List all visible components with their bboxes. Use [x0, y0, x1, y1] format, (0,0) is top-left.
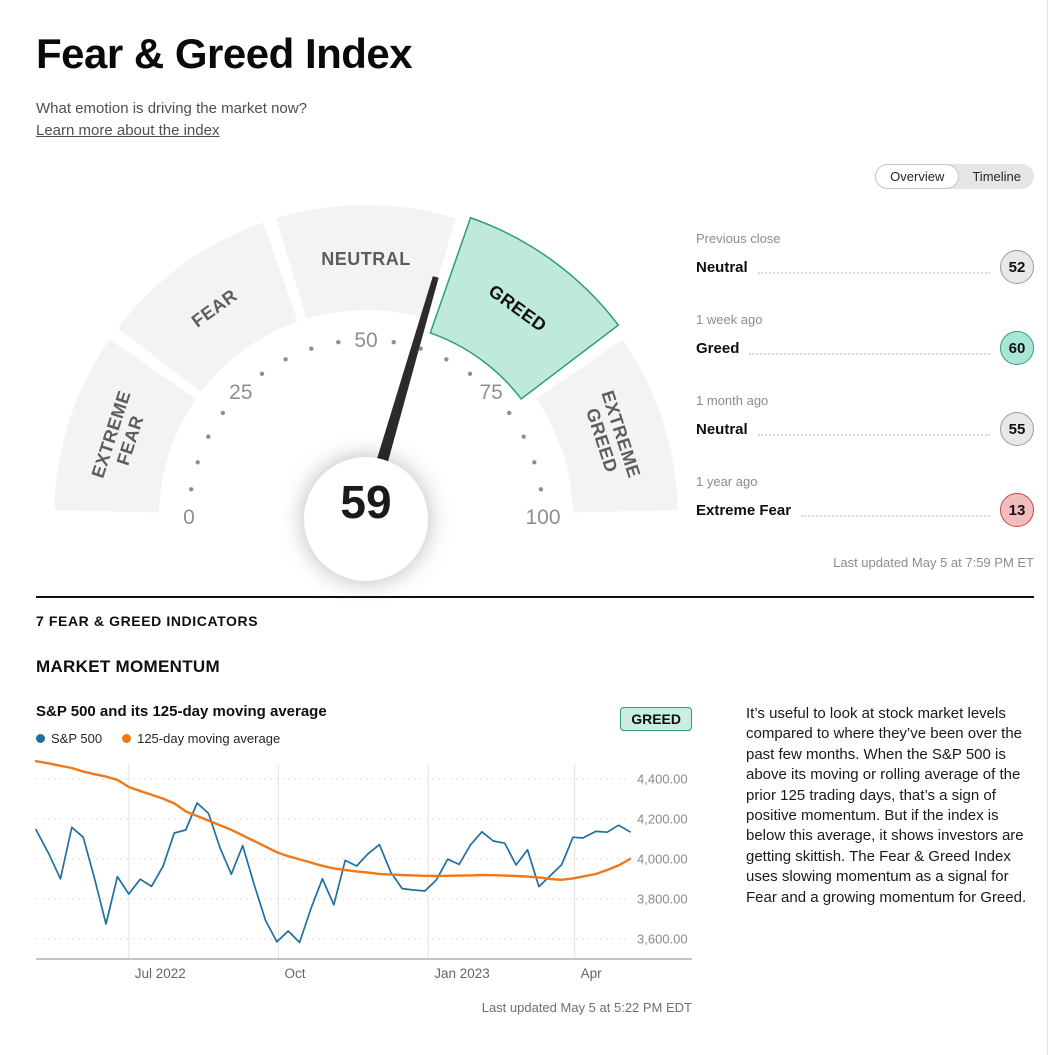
- gauge-scale-number-25: 25: [229, 381, 252, 404]
- sp500-legend-dot-icon: [36, 734, 45, 743]
- gauge-tick-dot: [538, 487, 544, 492]
- legend-label-sp500: S&P 500: [51, 731, 103, 746]
- history-sentiment-label: Greed: [696, 339, 740, 357]
- page-title: Fear & Greed Index: [36, 30, 413, 77]
- gauge-tick-dot: [259, 371, 265, 377]
- gauge-segment-extreme-greed: [536, 339, 678, 513]
- history-row-previous-close: Previous close Neutral 52: [696, 231, 1034, 284]
- history-period: 1 month ago: [696, 393, 769, 408]
- gauge-segment-neutral: [276, 205, 456, 319]
- x-axis-label: Apr: [581, 966, 603, 981]
- momentum-description: It’s useful to look at stock market leve…: [746, 705, 1027, 906]
- history-line: Neutral 55: [696, 412, 1034, 446]
- dotted-leader: [757, 261, 990, 274]
- history-row-1-year-ago: 1 year ago Extreme Fear 13: [696, 474, 1034, 527]
- gauge-tick-dot: [336, 339, 341, 345]
- fear-greed-gauge: EXTREMEFEARFEARNEUTRALGREEDEXTREMEGREED0…: [54, 205, 678, 581]
- history-period: Previous close: [696, 231, 781, 246]
- legend-label-moving-average: 125-day moving average: [137, 731, 281, 746]
- gauge-scale-number-0: 0: [183, 506, 195, 529]
- gauge-tick-dot: [188, 487, 194, 492]
- history-period: 1 year ago: [696, 474, 758, 489]
- gauge-tick-dot: [283, 357, 288, 362]
- learn-more-link[interactable]: Learn more about the index: [36, 122, 220, 139]
- y-axis-label: 3,600.00: [637, 932, 688, 947]
- gauge-wrap: EXTREMEFEAR FEAR NEUTRAL GREED EXTREMEGREED 0…: [36, 205, 696, 581]
- momentum-chart-column: S&P 500 and its 125-day moving average S…: [34, 703, 692, 1015]
- gauge-tick-dot: [220, 410, 226, 416]
- sp500-line: [35, 802, 631, 944]
- history-row-1-month-ago: 1 month ago Neutral 55: [696, 393, 1034, 446]
- x-axis-label: Jan 2023: [434, 966, 490, 981]
- page-subtitle: What emotion is driving the market now?: [36, 100, 307, 117]
- history-rail: Previous close Neutral 52 1 week ago Greed 60…: [696, 205, 1034, 570]
- momentum-status-badge: GREED: [620, 707, 692, 731]
- y-axis-label: 4,200.00: [637, 812, 688, 827]
- x-axis-label: Oct: [284, 966, 305, 981]
- momentum-chart-title: S&P 500 and its 125-day moving average: [36, 703, 327, 720]
- gauge-last-updated: Last updated May 5 at 7:59 PM ET: [833, 555, 1034, 570]
- gauge-section: EXTREMEFEAR FEAR NEUTRAL GREED EXTREMEGREED 0…: [36, 205, 1034, 581]
- gauge-scale-number-75: 75: [479, 381, 502, 404]
- gauge-tick-dot: [467, 371, 473, 377]
- gauge-tick-dot: [444, 357, 449, 362]
- gauge-segment-label-neutral: NEUTRAL: [321, 249, 411, 269]
- dotted-leader: [749, 342, 990, 355]
- dotted-leader: [757, 423, 990, 436]
- x-axis-label: Jul 2022: [135, 966, 186, 981]
- y-axis-label: 4,000.00: [637, 852, 688, 867]
- gauge-segment-greed: [429, 216, 620, 400]
- gauge-value-number: 59: [340, 476, 391, 528]
- gauge-segment-extreme-fear: [54, 339, 196, 513]
- gauge-tick-dot: [532, 460, 537, 465]
- section-divider: [36, 596, 1034, 598]
- sp500-line-chart[interactable]: Jul 2022 Oct Jan 2023 Apr 4,400.00 4,200.00 4,…: [34, 758, 692, 990]
- legend-item-moving-average: 125-day moving average: [122, 731, 280, 746]
- overview-timeline-toggle: Overview Timeline: [875, 164, 1034, 189]
- moving-average-line: [34, 760, 632, 882]
- gauge-tick-dot: [195, 460, 200, 465]
- history-period: 1 week ago: [696, 312, 763, 327]
- history-line: Neutral 52: [696, 250, 1034, 284]
- chart-legend: S&P 500 125-day moving average: [36, 731, 692, 746]
- history-line: Greed 60: [696, 331, 1034, 365]
- chart-last-updated: Last updated May 5 at 5:22 PM EDT: [481, 1000, 692, 1015]
- gauge-tick-dot: [506, 410, 512, 416]
- history-sentiment-label: Neutral: [696, 420, 748, 438]
- legend-item-sp500: S&P 500: [36, 731, 102, 746]
- page-scroll-edge: [1047, 0, 1048, 1055]
- gauge-segment-fear: [117, 222, 298, 392]
- gauge-tick-dot: [206, 434, 211, 439]
- toggle-option-timeline[interactable]: Timeline: [972, 169, 1021, 184]
- gauge-tick-dot: [309, 346, 314, 351]
- dotted-leader: [801, 504, 990, 517]
- history-line: Extreme Fear 13: [696, 493, 1034, 527]
- history-score-badge: 55: [1000, 412, 1034, 446]
- moving-average-legend-dot-icon: [122, 734, 132, 743]
- y-axis-label: 3,800.00: [637, 892, 688, 907]
- history-sentiment-label: Extreme Fear: [696, 501, 792, 519]
- gauge-value-circle: [304, 457, 428, 581]
- gauge-tick-dot: [391, 339, 396, 345]
- y-axis-label: 4,400.00: [637, 772, 688, 787]
- gauge-scale-number-50: 50: [354, 329, 377, 352]
- toggle-option-overview[interactable]: Overview: [875, 164, 960, 189]
- momentum-chart-header: S&P 500 and its 125-day moving average S…: [36, 703, 692, 746]
- market-momentum-heading: MARKET MOMENTUM: [36, 657, 220, 676]
- indicators-section-title: 7 FEAR & GREED INDICATORS: [36, 613, 259, 629]
- gauge-scale-number-100: 100: [525, 506, 560, 529]
- history-score-badge: 52: [1000, 250, 1034, 284]
- history-rows: Previous close Neutral 52 1 week ago Greed 60…: [696, 231, 1034, 527]
- history-score-badge: 60: [1000, 331, 1034, 365]
- view-toggle-row: Overview Timeline: [36, 164, 1034, 189]
- history-row-1-week-ago: 1 week ago Greed 60: [696, 312, 1034, 365]
- gauge-tick-dot: [521, 434, 526, 439]
- history-sentiment-label: Neutral: [696, 258, 748, 276]
- gauge-tick-dot: [418, 346, 423, 351]
- market-momentum-section: S&P 500 and its 125-day moving average S…: [34, 703, 1034, 1015]
- history-score-badge: 13: [1000, 493, 1034, 527]
